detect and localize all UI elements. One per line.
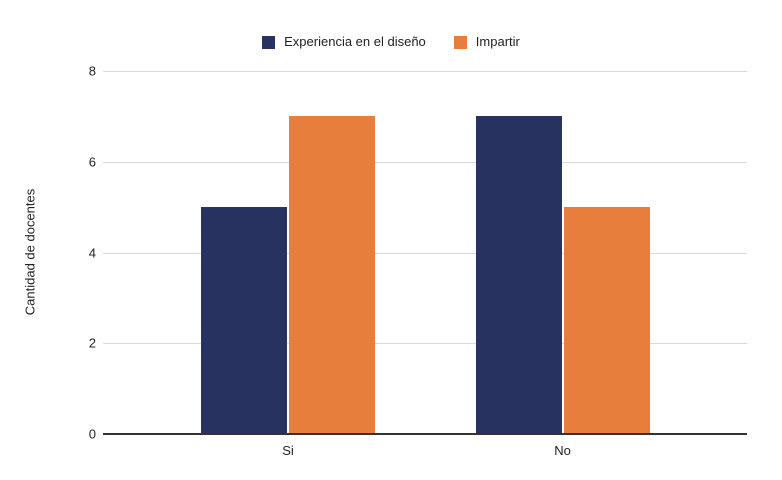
legend-swatch-experiencia: [262, 35, 276, 49]
y-tick-label-6: 6: [88, 154, 96, 170]
gridline-6: [103, 161, 747, 163]
bar-si-experiencia-en-el-diseño: [201, 207, 287, 434]
gridline-4: [103, 252, 747, 254]
x-axis-line: [103, 433, 747, 435]
legend-label-experiencia: Experiencia en el diseño: [284, 34, 426, 49]
legend-swatch-impartir: [453, 35, 467, 49]
gridline-8: [103, 71, 747, 72]
y-tick-label-4: 4: [88, 245, 96, 260]
legend-item-experiencia: Experiencia en el diseño: [262, 35, 426, 49]
bar-no-experiencia-en-el-diseño: [475, 116, 562, 434]
legend-label-impartir: Impartir: [475, 34, 520, 49]
y-tick-label-2: 2: [88, 335, 96, 351]
gridline-2: [103, 343, 747, 345]
x-axis-label-si: Si: [282, 443, 294, 458]
legend-item-impartir: Impartir: [453, 34, 520, 49]
y-tick-label-8: 8: [88, 63, 96, 79]
chart-legend: Experiencia en el diseño Impartir: [0, 35, 782, 49]
y-axis-title: Cantidad de docentes: [22, 188, 38, 316]
plot-area: [103, 71, 747, 435]
bar-no-impartir: [563, 207, 650, 434]
y-tick-label-0: 0: [88, 426, 96, 442]
x-axis-label-no: No: [554, 443, 571, 458]
bar-si-impartir: [289, 116, 375, 434]
